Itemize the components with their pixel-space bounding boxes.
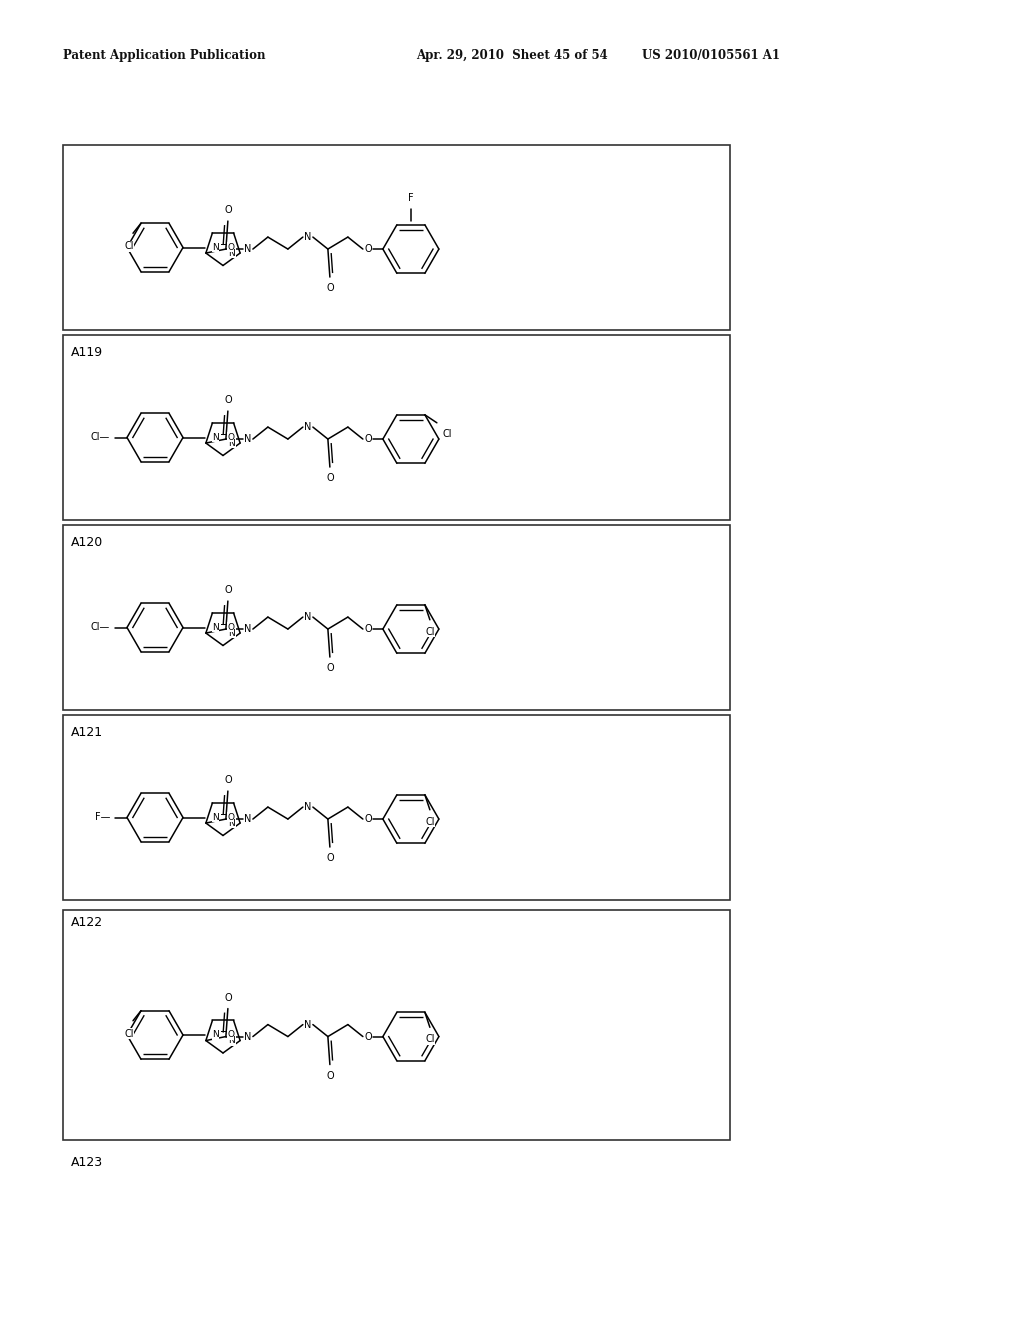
Text: A121: A121 xyxy=(71,726,103,739)
Text: N: N xyxy=(228,1036,236,1045)
Text: Cl: Cl xyxy=(425,1035,434,1044)
Text: O: O xyxy=(365,434,372,444)
Text: O: O xyxy=(224,775,231,785)
Text: A122: A122 xyxy=(71,916,103,929)
Text: N: N xyxy=(244,1031,252,1041)
Text: N: N xyxy=(304,422,311,432)
Text: N: N xyxy=(212,813,219,822)
Text: N: N xyxy=(244,434,252,444)
Text: Cl: Cl xyxy=(425,627,434,636)
Text: N: N xyxy=(228,628,236,638)
Text: O: O xyxy=(326,663,334,673)
Text: N: N xyxy=(212,623,219,632)
Text: O: O xyxy=(326,282,334,293)
Text: Apr. 29, 2010  Sheet 45 of 54: Apr. 29, 2010 Sheet 45 of 54 xyxy=(416,49,608,62)
Text: Cl: Cl xyxy=(124,1028,134,1039)
Text: US 2010/0105561 A1: US 2010/0105561 A1 xyxy=(642,49,780,62)
Text: Cl: Cl xyxy=(443,429,453,438)
Bar xyxy=(63,335,730,520)
Text: N: N xyxy=(228,818,236,828)
Text: O: O xyxy=(224,395,231,405)
Text: N: N xyxy=(304,803,311,812)
Text: Cl: Cl xyxy=(124,242,134,251)
Bar xyxy=(63,525,730,710)
Text: N: N xyxy=(228,438,236,447)
Text: N: N xyxy=(304,232,311,242)
Text: Cl: Cl xyxy=(425,817,434,826)
Text: O: O xyxy=(365,244,372,253)
Text: O: O xyxy=(326,1071,334,1081)
Text: Patent Application Publication: Patent Application Publication xyxy=(63,49,265,62)
Bar xyxy=(63,145,730,330)
Text: O: O xyxy=(224,205,231,215)
Text: O: O xyxy=(224,585,231,595)
Text: N: N xyxy=(304,612,311,622)
Text: O: O xyxy=(365,814,372,824)
Text: N: N xyxy=(244,624,252,634)
Text: N: N xyxy=(212,433,219,442)
Text: O: O xyxy=(326,473,334,483)
Text: F—: F— xyxy=(94,813,110,822)
Text: N: N xyxy=(212,243,219,252)
Text: Cl—: Cl— xyxy=(91,433,110,442)
Text: A120: A120 xyxy=(71,536,103,549)
Bar xyxy=(63,715,730,900)
Text: N: N xyxy=(228,248,236,257)
Text: O: O xyxy=(365,624,372,634)
Text: O: O xyxy=(224,993,231,1003)
Text: N: N xyxy=(244,244,252,253)
Text: O: O xyxy=(227,433,234,442)
Text: N: N xyxy=(304,1019,311,1030)
Text: Cl—: Cl— xyxy=(91,623,110,632)
Text: A119: A119 xyxy=(71,346,103,359)
Text: F: F xyxy=(409,193,414,203)
Text: O: O xyxy=(227,813,234,822)
Text: N: N xyxy=(212,1031,219,1039)
Bar xyxy=(63,909,730,1140)
Text: O: O xyxy=(227,243,234,252)
Text: A123: A123 xyxy=(71,1156,103,1170)
Text: N: N xyxy=(244,814,252,824)
Text: O: O xyxy=(227,1031,234,1039)
Text: O: O xyxy=(326,853,334,863)
Text: O: O xyxy=(365,1031,372,1041)
Text: O: O xyxy=(227,623,234,632)
